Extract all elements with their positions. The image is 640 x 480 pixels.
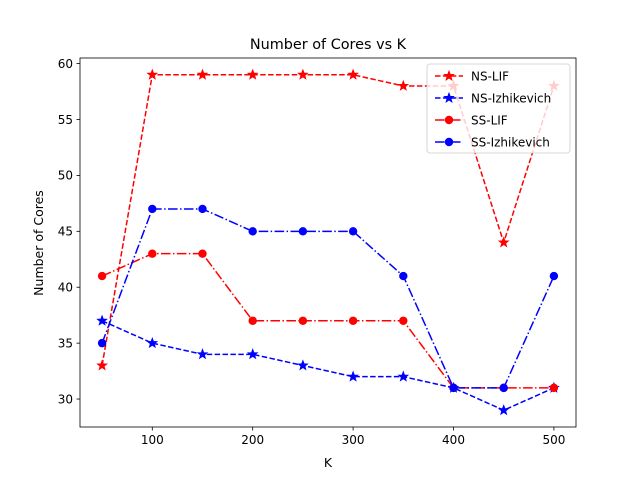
data-point [297, 359, 309, 371]
data-point [248, 316, 257, 325]
series-line [101, 208, 555, 389]
data-point [298, 227, 308, 236]
data-point [549, 271, 559, 281]
data-point [146, 336, 159, 349]
y-tick-label: 40 [58, 281, 73, 295]
legend-box [426, 63, 571, 154]
data-point [146, 68, 159, 80]
data-point [399, 316, 408, 325]
legend-marker [444, 115, 454, 125]
plot-area: 100 200 300 400 500 30 35 40 45 50 55 60 [58, 57, 577, 447]
data-point [246, 348, 259, 360]
chart-title: Number of Cores vs K [250, 37, 407, 53]
data-point [549, 383, 559, 393]
series-line [101, 320, 555, 412]
data-point [497, 236, 510, 248]
data-point [196, 348, 209, 360]
data-point [248, 227, 257, 236]
x-tick-label: 400 [442, 433, 465, 447]
y-tick-label: 60 [58, 57, 73, 71]
y-tick-label: 50 [58, 169, 73, 183]
axes-frame [79, 57, 577, 428]
data-point [96, 314, 108, 326]
data-point [449, 383, 458, 393]
x-tick-label: 100 [141, 433, 164, 447]
data-point [97, 338, 107, 348]
series-line [101, 74, 555, 366]
legend-label: SS-Izhikevich [471, 136, 550, 150]
y-tick-label: 45 [58, 225, 73, 239]
data-point [198, 249, 207, 258]
data-point [397, 79, 410, 91]
data-point [97, 271, 107, 281]
legend-label: NS-LIF [471, 70, 509, 84]
legend-marker [444, 137, 454, 147]
x-tick-label: 300 [342, 433, 365, 447]
x-tick-label: 500 [542, 433, 565, 447]
data-point [298, 316, 308, 325]
legend-label: NS-Izhikevich [471, 92, 551, 106]
data-point [347, 370, 359, 382]
data-point [497, 404, 510, 416]
x-tick-label: 200 [241, 433, 264, 447]
data-point [348, 316, 358, 325]
legend: NS-LIF NS-Izhikevich SS-LIF SS-Izhikevich [426, 63, 571, 154]
data-point [196, 68, 209, 80]
data-point [499, 383, 508, 393]
data-point [347, 68, 359, 80]
legend-label: SS-LIF [471, 114, 508, 128]
y-tick-label: 55 [58, 113, 73, 127]
y-axis-label: Number of Cores [31, 190, 46, 296]
legend-marker [443, 69, 455, 81]
data-point [148, 204, 157, 214]
data-point [348, 227, 358, 236]
data-point [96, 359, 108, 371]
data-point [198, 204, 207, 214]
legend-marker [443, 91, 455, 103]
x-axis-label: K [324, 455, 333, 470]
data-point [297, 68, 309, 80]
data-point [397, 370, 410, 382]
data-point [148, 249, 157, 258]
y-tick-label: 30 [58, 392, 73, 406]
data-point [246, 68, 259, 80]
data-point [399, 271, 408, 281]
y-tick-label: 35 [58, 336, 73, 350]
